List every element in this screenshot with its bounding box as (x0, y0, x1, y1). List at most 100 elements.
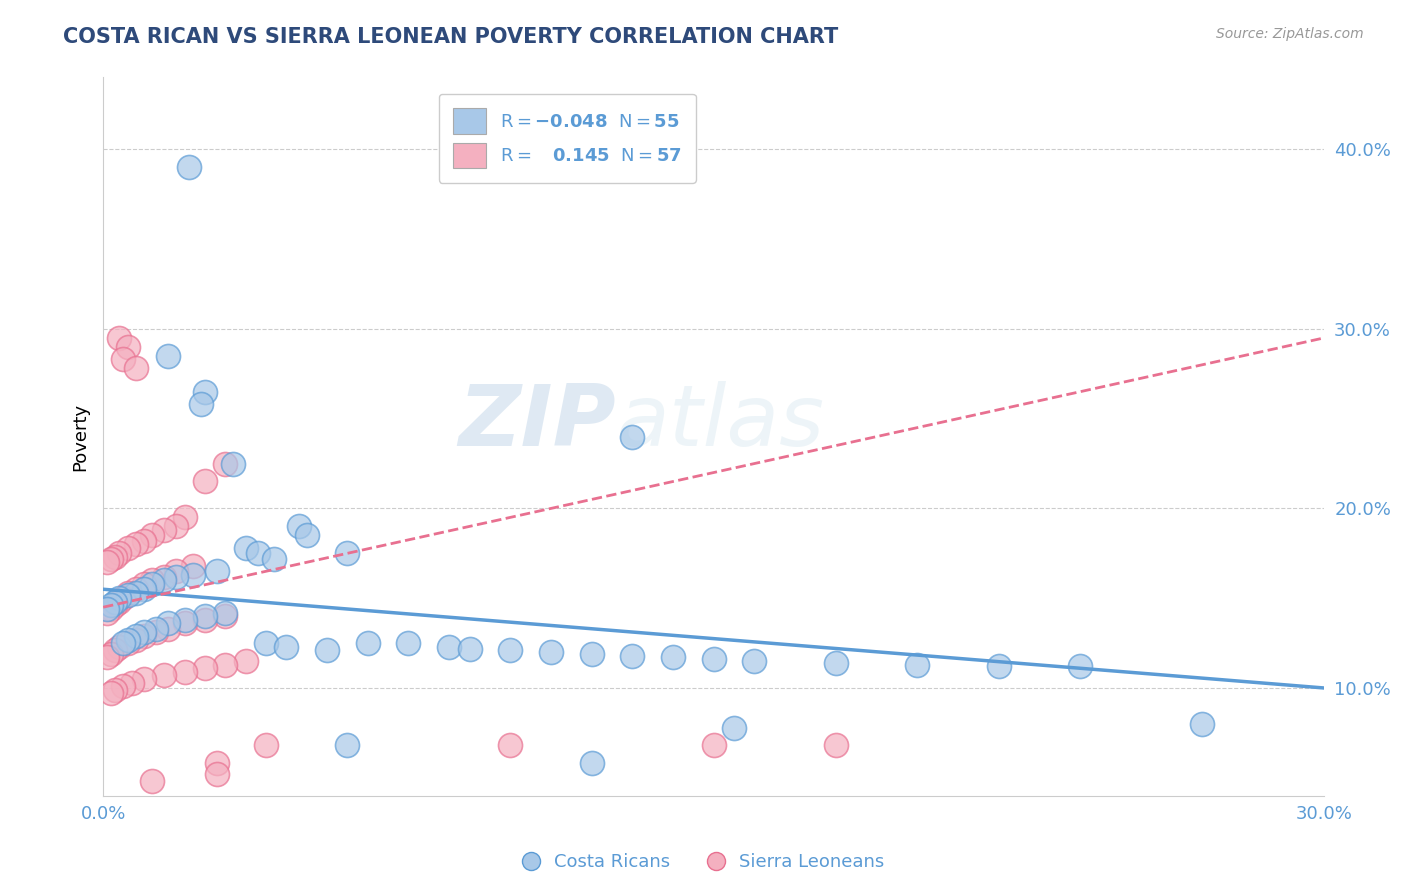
Point (194, 475, 217, 489)
Point (117, 588, 139, 602)
Point (108, 331, 131, 345)
Point (173, 613, 195, 627)
Point (276, 640, 298, 654)
Point (165, 519, 187, 533)
Point (121, 675, 143, 690)
Point (108, 546, 131, 560)
Point (214, 657, 236, 672)
Text: ZIP: ZIP (458, 381, 616, 464)
Point (153, 569, 176, 583)
Point (181, 558, 204, 573)
Point (205, 756, 228, 771)
Point (112, 352, 135, 367)
Legend: Costa Ricans, Sierra Leoneans: Costa Ricans, Sierra Leoneans (515, 847, 891, 879)
Legend: $\mathregular{R = }$$\mathbf{-0.048}$$\mathregular{\ \ N = }$$\mathbf{55}$, $\ma: $\mathregular{R = }$$\mathbf{-0.048}$$\m… (439, 94, 696, 183)
Point (235, 654, 257, 668)
Point (125, 629, 148, 643)
Point (499, 643, 522, 657)
Point (254, 636, 277, 650)
Point (214, 606, 236, 620)
Point (1069, 659, 1091, 673)
Point (145, 625, 167, 640)
Point (100, 686, 122, 700)
Point (621, 648, 644, 663)
Point (336, 546, 359, 560)
Point (117, 586, 139, 600)
Point (336, 739, 359, 753)
Point (125, 361, 148, 376)
Point (132, 582, 155, 597)
Point (437, 640, 460, 654)
Point (194, 661, 217, 675)
Point (153, 523, 176, 537)
Point (703, 652, 725, 666)
Point (744, 654, 766, 668)
Point (100, 551, 122, 566)
Point (703, 739, 725, 753)
Point (96, 555, 118, 569)
Y-axis label: Poverty: Poverty (72, 402, 89, 471)
Point (141, 574, 163, 588)
Point (157, 616, 180, 631)
Point (194, 613, 217, 627)
Point (398, 636, 420, 650)
Point (181, 567, 204, 582)
Point (112, 679, 135, 693)
Point (316, 643, 339, 657)
Point (173, 616, 195, 631)
Point (581, 647, 603, 661)
Point (132, 672, 155, 686)
Point (662, 650, 685, 665)
Point (581, 756, 603, 771)
Point (104, 595, 127, 609)
Point (96, 602, 118, 616)
Point (499, 739, 522, 753)
Point (190, 397, 212, 411)
Point (117, 636, 139, 650)
Point (132, 629, 155, 643)
Point (222, 457, 245, 471)
Point (905, 657, 928, 672)
Point (357, 636, 380, 650)
Point (104, 682, 127, 697)
Point (96, 650, 118, 665)
Point (825, 739, 848, 753)
Point (117, 340, 139, 354)
Point (987, 659, 1010, 673)
Point (132, 577, 155, 591)
Point (214, 457, 236, 471)
Point (100, 602, 122, 616)
Point (157, 622, 180, 636)
Point (153, 574, 176, 588)
Point (153, 668, 176, 682)
Point (235, 541, 257, 555)
Point (132, 625, 155, 640)
Point (263, 551, 285, 566)
Point (165, 569, 187, 583)
Point (254, 739, 277, 753)
Point (108, 591, 131, 606)
Point (125, 586, 148, 600)
Point (117, 541, 139, 555)
Point (540, 645, 562, 659)
Point (177, 160, 200, 174)
Point (246, 546, 269, 560)
Point (96, 606, 118, 620)
Point (141, 528, 163, 542)
Point (194, 384, 217, 399)
Point (117, 632, 139, 647)
Point (214, 609, 236, 624)
Point (205, 767, 228, 781)
Point (205, 564, 228, 578)
Point (157, 349, 180, 363)
Point (194, 609, 217, 624)
Point (723, 721, 745, 735)
Point (825, 656, 848, 670)
Point (104, 599, 127, 613)
Point (125, 582, 148, 597)
Point (125, 632, 148, 647)
Point (173, 665, 195, 679)
Text: atlas: atlas (616, 381, 824, 464)
Point (112, 591, 135, 606)
Point (165, 564, 187, 578)
